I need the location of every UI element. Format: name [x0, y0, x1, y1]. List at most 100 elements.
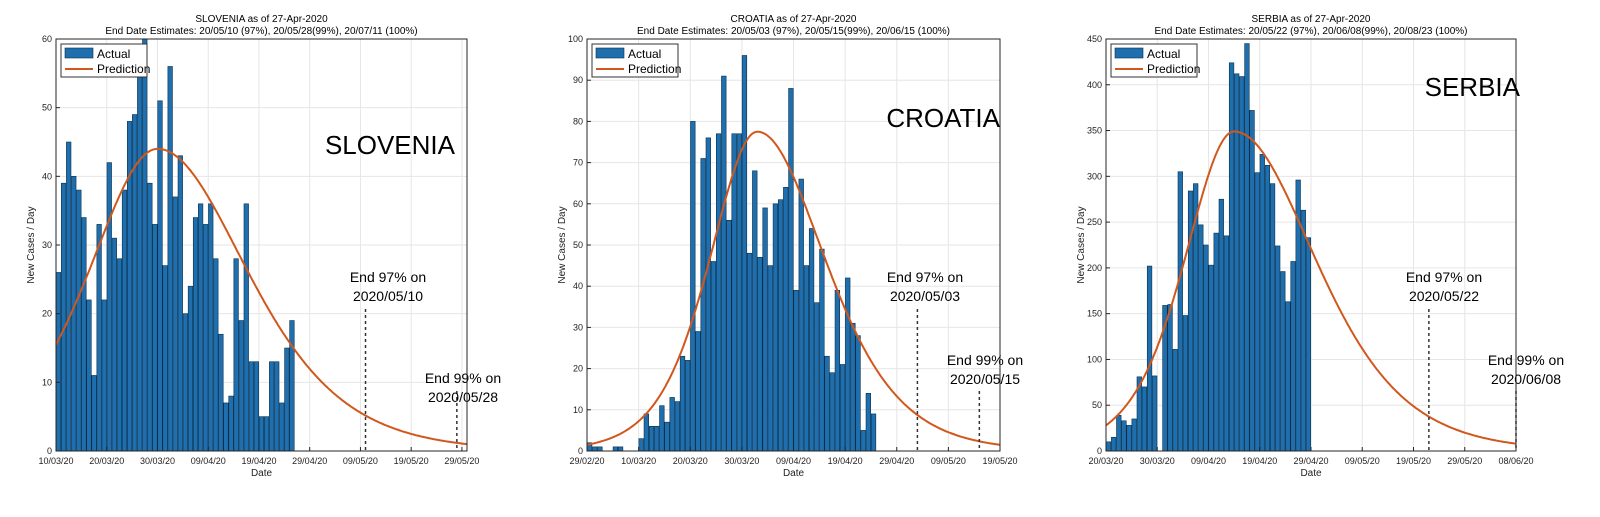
x-tick-label: 30/03/20 — [1140, 456, 1175, 466]
y-tick-label: 50 — [1092, 400, 1102, 410]
bar — [834, 290, 841, 452]
legend-prediction-label: Prediction — [628, 62, 681, 76]
bar — [55, 272, 62, 452]
x-axis-label: Date — [783, 468, 805, 479]
bar — [1167, 304, 1173, 452]
bar — [674, 401, 680, 452]
x-tick-label: 08/06/20 — [1498, 456, 1533, 466]
x-tick-label: 19/04/20 — [1242, 456, 1277, 466]
legend-actual-swatch — [1114, 47, 1144, 59]
bar — [1203, 244, 1209, 452]
bar — [690, 121, 696, 452]
annotation-line1: End 97% on — [1406, 269, 1482, 285]
annotation-line2: 2020/06/08 — [1491, 371, 1561, 387]
bar — [705, 137, 711, 452]
annotation-line2: 2020/05/03 — [890, 288, 960, 304]
bar — [783, 187, 789, 452]
chart-title: SERBIA as of 27-Apr-2020 — [1252, 14, 1371, 25]
bar — [223, 402, 229, 452]
y-tick-label: 100 — [568, 34, 583, 44]
x-tick-label: 30/03/20 — [140, 456, 175, 466]
bar — [741, 55, 748, 452]
x-tick-label: 29/05/20 — [444, 456, 479, 466]
bar — [1172, 349, 1178, 452]
annotation-line1: End 97% on — [350, 269, 426, 285]
bar — [1111, 436, 1117, 452]
bar — [788, 88, 794, 452]
annotation-line1: End 99% on — [425, 370, 501, 386]
bar — [96, 224, 102, 452]
chart-title: CROATIA as of 27-Apr-2020 — [731, 14, 857, 25]
bar — [870, 413, 877, 452]
bar — [253, 361, 260, 452]
y-tick-label: 150 — [1087, 309, 1102, 319]
x-axis-label: Date — [251, 468, 273, 479]
y-tick-label: 30 — [573, 322, 583, 332]
bar — [772, 203, 779, 452]
bar — [101, 299, 107, 452]
bar — [767, 265, 773, 452]
bar — [845, 277, 851, 452]
x-tick-label: 29/05/20 — [1447, 456, 1482, 466]
legend-actual-label: Actual — [97, 47, 130, 61]
bar — [1152, 375, 1158, 452]
bar — [182, 313, 188, 452]
bar — [147, 182, 153, 452]
x-tick-label: 10/03/20 — [621, 456, 656, 466]
bar — [177, 155, 183, 452]
annotation-line2: 2020/05/22 — [1409, 288, 1479, 304]
bar — [700, 158, 706, 452]
bar — [162, 265, 168, 452]
bar — [669, 397, 675, 452]
y-tick-label: 450 — [1087, 34, 1102, 44]
bar — [233, 258, 239, 452]
annotation-line2: 2020/05/10 — [353, 288, 423, 304]
bar — [1264, 165, 1271, 452]
bar — [1244, 43, 1250, 452]
bar — [71, 176, 77, 452]
bar — [664, 421, 670, 452]
bar — [1116, 414, 1122, 452]
bar — [731, 133, 737, 452]
bar — [793, 290, 799, 452]
bar — [746, 252, 753, 452]
bar — [218, 333, 224, 452]
bar — [710, 261, 717, 452]
annotation-line1: End 97% on — [887, 269, 963, 285]
bar — [137, 52, 143, 452]
bar — [279, 402, 285, 452]
bar — [1121, 420, 1127, 452]
x-tick-label: 19/05/20 — [1396, 456, 1431, 466]
bar — [91, 375, 97, 452]
y-tick-label: 40 — [42, 171, 52, 181]
bar — [1275, 245, 1281, 452]
x-tick-label: 19/04/20 — [241, 456, 276, 466]
bar — [721, 75, 727, 452]
country-label: SLOVENIA — [325, 130, 456, 160]
x-tick-label: 19/05/20 — [394, 456, 429, 466]
y-tick-label: 20 — [42, 309, 52, 319]
bar — [81, 217, 87, 452]
bar — [860, 430, 866, 452]
legend-prediction-label: Prediction — [1147, 62, 1200, 76]
annotation-line1: End 99% on — [947, 352, 1023, 368]
y-tick-label: 30 — [42, 240, 52, 250]
prediction-line — [55, 147, 468, 446]
y-tick-label: 250 — [1087, 217, 1102, 227]
country-label: CROATIA — [886, 103, 1000, 133]
bar — [1213, 232, 1219, 452]
y-tick-label: 350 — [1087, 126, 1102, 136]
bar — [638, 438, 644, 452]
bar — [1280, 271, 1286, 452]
bar — [643, 413, 649, 452]
y-tick-label: 50 — [42, 103, 52, 113]
x-tick-label: 09/04/20 — [191, 456, 226, 466]
bar — [1305, 237, 1312, 452]
bar — [1228, 62, 1235, 452]
y-tick-label: 200 — [1087, 263, 1102, 273]
x-axis-label: Date — [1300, 468, 1322, 479]
bar — [203, 224, 209, 452]
y-tick-label: 90 — [573, 75, 583, 85]
x-tick-label: 19/05/20 — [982, 456, 1017, 466]
